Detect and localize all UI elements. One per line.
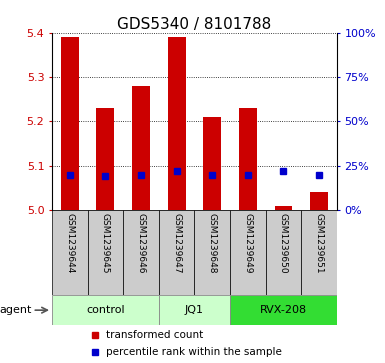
- Text: transformed count: transformed count: [106, 330, 203, 340]
- Text: RVX-208: RVX-208: [260, 305, 307, 315]
- Bar: [203, 117, 221, 210]
- Bar: [310, 192, 328, 210]
- Text: GSM1239646: GSM1239646: [137, 213, 146, 273]
- Text: control: control: [86, 305, 125, 315]
- Bar: [159, 210, 194, 295]
- Text: JQ1: JQ1: [185, 305, 204, 315]
- Bar: [61, 37, 79, 210]
- Bar: [230, 295, 337, 326]
- Text: agent: agent: [0, 305, 31, 315]
- Text: GSM1239651: GSM1239651: [315, 213, 323, 273]
- Bar: [275, 206, 292, 210]
- Bar: [239, 108, 257, 210]
- Bar: [97, 108, 114, 210]
- Text: GSM1239650: GSM1239650: [279, 213, 288, 273]
- Bar: [301, 210, 337, 295]
- Title: GDS5340 / 8101788: GDS5340 / 8101788: [117, 16, 271, 32]
- Text: GSM1239644: GSM1239644: [65, 213, 74, 273]
- Bar: [194, 210, 230, 295]
- Bar: [123, 210, 159, 295]
- Bar: [132, 86, 150, 210]
- Text: GSM1239649: GSM1239649: [243, 213, 252, 273]
- Text: GSM1239645: GSM1239645: [101, 213, 110, 273]
- Bar: [52, 295, 159, 326]
- Bar: [52, 210, 88, 295]
- Bar: [168, 37, 186, 210]
- Bar: [230, 210, 266, 295]
- Text: GSM1239647: GSM1239647: [172, 213, 181, 273]
- Text: percentile rank within the sample: percentile rank within the sample: [106, 347, 282, 357]
- Bar: [159, 295, 230, 326]
- Text: GSM1239648: GSM1239648: [208, 213, 217, 273]
- Bar: [88, 210, 123, 295]
- Bar: [266, 210, 301, 295]
